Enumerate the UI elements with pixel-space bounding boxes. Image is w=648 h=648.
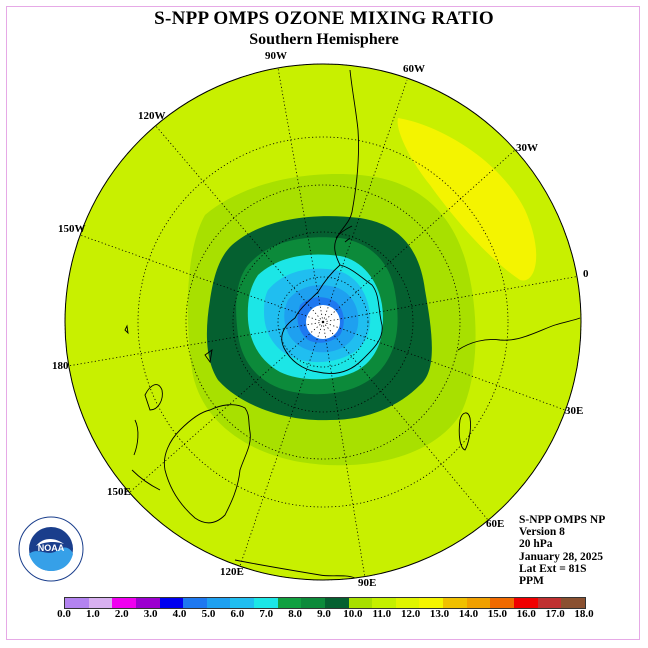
colorbar-swatch — [112, 598, 136, 608]
noaa-logo: NOAA — [18, 516, 84, 582]
colorbar-tick-label: 8.0 — [288, 608, 302, 620]
lon-label-60w: 60W — [403, 63, 425, 75]
lon-label-150w: 150W — [58, 223, 86, 235]
colorbar-swatch — [277, 598, 302, 608]
colorbar-tick-label: 15.0 — [487, 608, 507, 620]
colorbar-tick-label: 9.0 — [317, 608, 331, 620]
colorbar-swatch — [466, 598, 491, 608]
version-text: Version 8 — [519, 526, 565, 539]
lon-label-180: 180 — [52, 360, 69, 372]
colorbar-swatch — [230, 598, 254, 608]
lat-extent-text: Lat Ext = 81S — [519, 562, 587, 575]
colorbar-tick-label: 10.0 — [343, 608, 363, 620]
colorbar — [64, 597, 586, 609]
colorbar-tick-label: 7.0 — [259, 608, 274, 620]
lon-label-150e: 150E — [107, 486, 131, 498]
colorbar-tick-label: 3.0 — [143, 608, 158, 620]
longitude-grid — [67, 67, 581, 579]
lon-label-30w: 30W — [516, 142, 538, 154]
colorbar-swatch — [65, 598, 89, 608]
colorbar-tick-label: 6.0 — [230, 608, 245, 620]
colorbar-tick-label: 13.0 — [429, 608, 450, 620]
lon-label-90w: 90W — [265, 50, 287, 62]
map-subtitle: Southern Hemisphere — [249, 31, 399, 48]
outer-latitude-circle — [64, 63, 582, 581]
lon-label-60e: 60E — [486, 518, 505, 530]
colorbar-swatch — [348, 598, 373, 608]
colorbar-swatch — [372, 598, 396, 608]
map-title: S-NPP OMPS OZONE MIXING RATIO — [154, 8, 494, 29]
product-info: S-NPP OMPS NP Version 8 20 hPa January 2… — [519, 514, 605, 587]
pressure-level-text: 20 hPa — [519, 538, 553, 551]
colorbar-swatch — [561, 598, 585, 608]
units-text: PPM — [519, 575, 544, 588]
colorbar-tick-label: 12.0 — [401, 608, 421, 620]
date-text: January 28, 2025 — [519, 550, 604, 563]
colorbar-tick-label: 0.0 — [57, 608, 71, 620]
colorbar-tick-label: 1.0 — [86, 608, 100, 620]
colorbar-swatch — [513, 598, 538, 608]
colorbar-swatch — [324, 598, 349, 608]
instrument-text: S-NPP OMPS NP — [519, 514, 606, 526]
colorbar-tick-label: 11.0 — [372, 608, 392, 620]
colorbar-tick-label: 14.0 — [458, 608, 479, 620]
ozone-field — [65, 64, 581, 580]
colorbar-swatch — [395, 598, 420, 608]
colorbar-swatch — [254, 598, 278, 608]
noaa-logo-text: NOAA — [38, 543, 65, 553]
lon-label-0: 0 — [583, 268, 589, 280]
yellow-contour — [397, 118, 537, 281]
colorbar-swatch — [301, 598, 325, 608]
colorbar-swatch — [537, 598, 562, 608]
colorbar-tick-label: 16.0 — [516, 608, 536, 620]
coastlines — [124, 69, 581, 579]
colorbar-swatch — [419, 598, 443, 608]
latitude-grid — [137, 136, 509, 508]
colorbar-swatch — [183, 598, 207, 608]
colorbar-tick-label: 17.0 — [545, 608, 565, 620]
colorbar-swatch — [443, 598, 467, 608]
colorbar-swatch — [490, 598, 514, 608]
colorbar-swatch — [159, 598, 184, 608]
lon-label-120w: 120W — [138, 110, 166, 122]
colorbar-tick-label: 18.0 — [574, 608, 594, 620]
lon-label-30e: 30E — [565, 405, 584, 417]
lon-label-90e: 90E — [358, 577, 377, 589]
colorbar-tick-label: 4.0 — [172, 608, 187, 620]
colorbar-swatch — [88, 598, 113, 608]
colorbar-swatch — [135, 598, 160, 608]
colorbar-tick-label: 2.0 — [114, 608, 129, 620]
colorbar-swatch — [206, 598, 231, 608]
colorbar-tick-label: 5.0 — [201, 608, 216, 620]
figure-frame — [6, 6, 640, 640]
lon-label-120e: 120E — [220, 566, 244, 578]
